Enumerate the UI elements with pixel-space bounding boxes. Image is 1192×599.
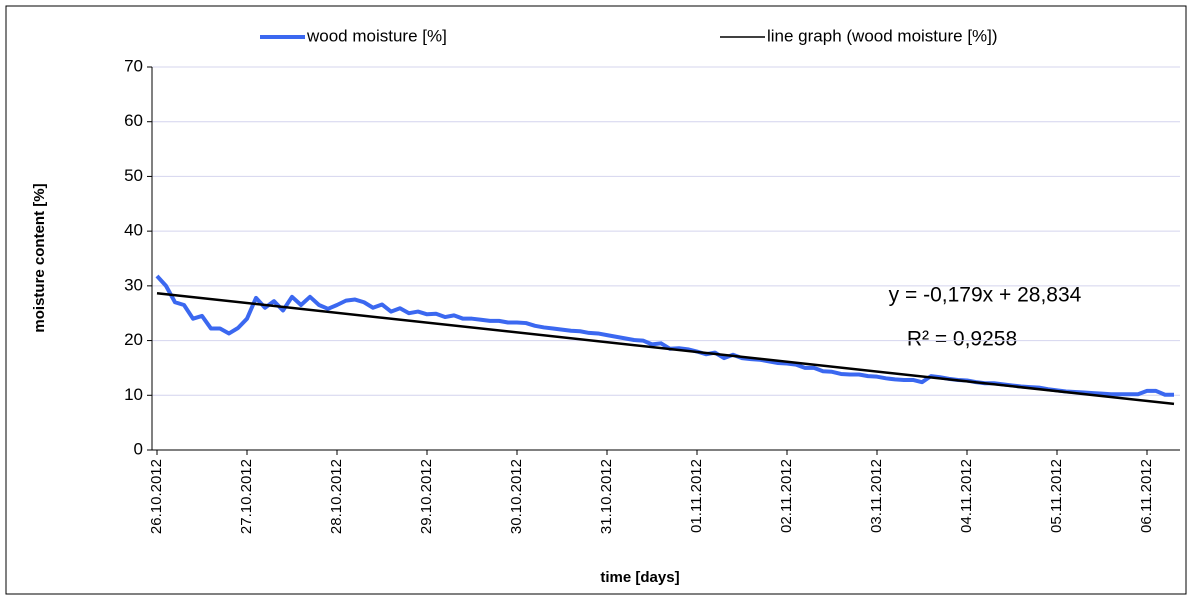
y-tick-label: 10 — [124, 385, 143, 404]
x-tick-label: 30.10.2012 — [508, 459, 525, 534]
x-tick-label: 03.11.2012 — [868, 459, 885, 533]
y-tick-label: 0 — [134, 439, 143, 458]
y-tick-label: 70 — [124, 56, 143, 75]
x-tick-label: 04.11.2012 — [958, 459, 975, 533]
y-tick-label: 60 — [124, 111, 143, 130]
x-tick-label: 01.11.2012 — [688, 459, 705, 533]
x-tick-label: 06.11.2012 — [1138, 459, 1155, 533]
x-tick-label: 05.11.2012 — [1048, 459, 1065, 533]
trend-equation: y = -0,179x + 28,834 — [889, 284, 1082, 307]
x-tick-label: 27.10.2012 — [238, 459, 255, 534]
trend-line — [156, 291, 1175, 406]
y-tick-label: 50 — [124, 166, 143, 185]
legend-label: line graph (wood moisture [%]) — [767, 26, 998, 45]
legend-label: wood moisture [%] — [306, 26, 447, 45]
x-tick-label: 26.10.2012 — [148, 459, 165, 534]
x-tick-label: 02.11.2012 — [778, 459, 795, 533]
x-tick-label: 29.10.2012 — [418, 459, 435, 534]
y-tick-label: 20 — [124, 330, 143, 349]
x-tick-label: 28.10.2012 — [328, 459, 345, 534]
y-tick-label: 30 — [124, 275, 143, 294]
x-tick-label: 31.10.2012 — [598, 459, 615, 534]
chart-frame — [5, 5, 1187, 595]
x-axis-title: time [days] — [600, 569, 679, 586]
y-tick-label: 40 — [124, 221, 143, 240]
y-axis-title: moisture content [%] — [31, 183, 48, 332]
trend-r-squared: R² = 0,9258 — [907, 328, 1017, 351]
